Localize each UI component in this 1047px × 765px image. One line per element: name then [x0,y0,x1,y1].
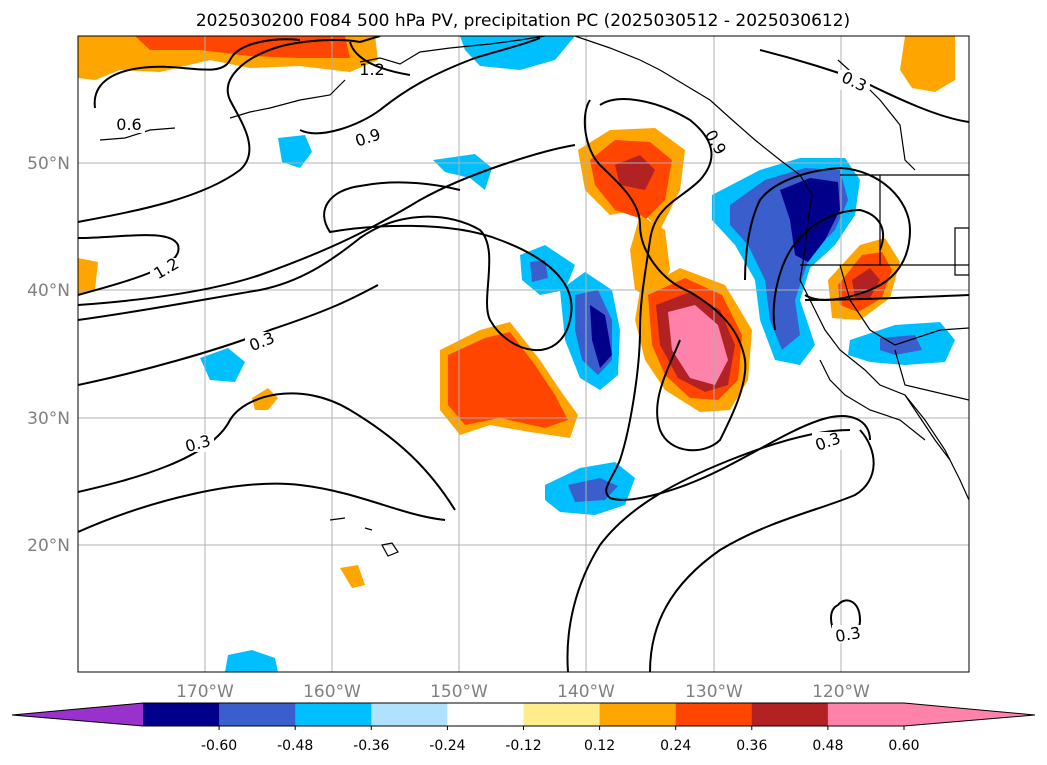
contour-label: 0.3 [834,623,862,646]
colorbar-tick-label: 0.36 [736,738,767,754]
contour-label: 1.2 [359,60,384,79]
colorbar-bin [599,703,677,726]
lat-tick-label: 20°N [27,536,70,556]
colorbar-tick-label: -0.12 [505,738,541,754]
shade-pos-topright [900,36,955,92]
colorbar-tick-label: 0.48 [812,738,843,754]
colorbar-outline [11,702,1036,727]
lon-tick-label: 140°W [557,682,615,702]
colorbar: -0.60 -0.48 -0.36 -0.24 -0.12 0.12 0.24 0.36 0.4… [11,702,1036,754]
lon-tick-label: 150°W [430,682,488,702]
shade-neg-e [520,245,575,295]
precip-shading [78,36,955,672]
colorbar-over-arrow [904,703,1035,726]
lon-tick-labels: 170°W 160°W 150°W 140°W 130°W 120°W [176,682,870,702]
shade-pos-c-max [615,155,655,190]
colorbar-tick-label: 0.60 [888,738,919,754]
colorbar-bin [523,703,601,726]
shade-pos-l [252,388,278,410]
colorbar-tick-label: -0.36 [353,738,389,754]
map-panel: 0.6 1.2 0.9 0.3 0.9 1.2 0.3 0.3 0.3 0.3 [27,35,970,702]
shade-neg-f-max [590,305,612,368]
colorbar-bin [447,703,524,726]
colorbar-bin [371,703,448,726]
contour-label: 0.6 [116,115,141,134]
shade-pos-g-core [448,332,568,428]
shade-pos-m [340,565,365,588]
colorbar-tick-label: 0.12 [584,738,615,754]
lat-tick-labels: 50°N 40°N 30°N 20°N [27,154,70,556]
colorbar-bin [675,703,753,726]
map-frame [77,35,970,673]
lon-tick-label: 170°W [176,682,234,702]
lat-tick-label: 30°N [27,409,70,429]
pv-contours [78,36,969,672]
shade-neg-e-core [530,260,548,282]
colorbar-ticks: -0.60 -0.48 -0.36 -0.24 -0.12 0.12 0.24 0.36 0.4… [201,726,920,754]
colorbar-bin [827,703,905,726]
colorbar-tick-label: -0.60 [201,738,237,754]
lon-tick-label: 130°W [685,682,743,702]
shade-neg-o [225,650,278,672]
lon-tick-label: 160°W [303,682,361,702]
colorbar-tick-label: 0.24 [660,738,691,754]
gridlines [78,36,969,672]
lat-tick-label: 50°N [27,154,70,174]
shade-neg-h-max [780,178,840,262]
colorbar-bin [219,703,296,726]
lon-tick-label: 120°W [812,682,870,702]
colorbar-bin [751,703,829,726]
colorbar-under-arrow [12,703,143,726]
shade-pos-d-max [668,305,728,385]
shade-neg-n-core [568,478,618,502]
lat-tick-label: 40°N [27,281,70,301]
colorbar-bin [143,703,220,726]
plot-title: 2025030200 F084 500 hPa PV, precipitatio… [196,11,850,31]
colorbar-tick-label: -0.24 [429,738,465,754]
colorbar-bins [143,703,905,726]
colorbar-bin [295,703,372,726]
shade-neg-a [278,135,312,168]
shade-pos-leftedge [78,258,98,295]
colorbar-tick-label: -0.48 [277,738,313,754]
shade-neg-k [200,348,245,382]
